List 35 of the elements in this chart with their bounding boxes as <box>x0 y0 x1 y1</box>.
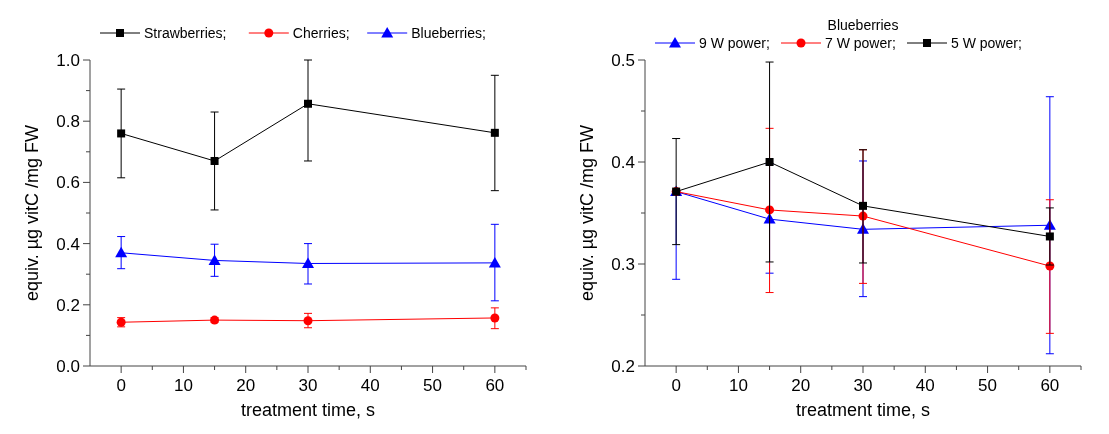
x-tick-label: 40 <box>915 376 935 395</box>
legend-title: Blueberries <box>827 17 899 33</box>
legend-label: 7 W power; <box>825 35 896 51</box>
x-tick-label: 60 <box>485 376 505 395</box>
x-tick-label: 50 <box>978 376 998 395</box>
y-tick-label: 0.2 <box>611 357 635 376</box>
x-tick-label: 20 <box>236 376 256 395</box>
x-tick-label: 0 <box>116 376 126 395</box>
x-tick-label: 50 <box>423 376 443 395</box>
y-tick-label: 0.4 <box>611 153 635 172</box>
x-axis-title: treatment time, s <box>240 400 376 420</box>
x-tick-label: 30 <box>298 376 318 395</box>
legend-label: 5 W power; <box>951 35 1022 51</box>
x-tick-label: 10 <box>173 376 193 395</box>
y-tick-label: 0.3 <box>611 255 635 274</box>
y-tick-label: 0.4 <box>56 234 80 254</box>
y-axis-title: equiv. µg vitC /mg FW <box>22 124 42 302</box>
legend-label: 9 W power; <box>699 35 770 51</box>
x-tick-label: 60 <box>1040 376 1060 395</box>
x-tick-label: 20 <box>791 376 811 395</box>
y-tick-label: 0.8 <box>56 112 80 132</box>
y-tick-label: 0.2 <box>56 295 80 315</box>
legend-label: Blueberries; <box>411 25 486 41</box>
legend-label: Cherries; <box>292 25 350 41</box>
x-tick-label: 10 <box>728 376 748 395</box>
y-tick-label: 0.6 <box>56 173 80 193</box>
y-tick-label: 0.5 <box>611 51 635 70</box>
x-tick-label: 30 <box>853 376 873 395</box>
y-axis-title: equiv. µg vitC /mg FW <box>577 124 597 302</box>
x-tick-label: 40 <box>360 376 380 395</box>
y-tick-label: 0.0 <box>56 357 80 376</box>
y-tick-label: 1.0 <box>56 51 80 70</box>
legend-label: Strawberries; <box>144 25 227 41</box>
x-tick-label: 0 <box>671 376 681 395</box>
x-axis-title: treatment time, s <box>795 400 931 420</box>
